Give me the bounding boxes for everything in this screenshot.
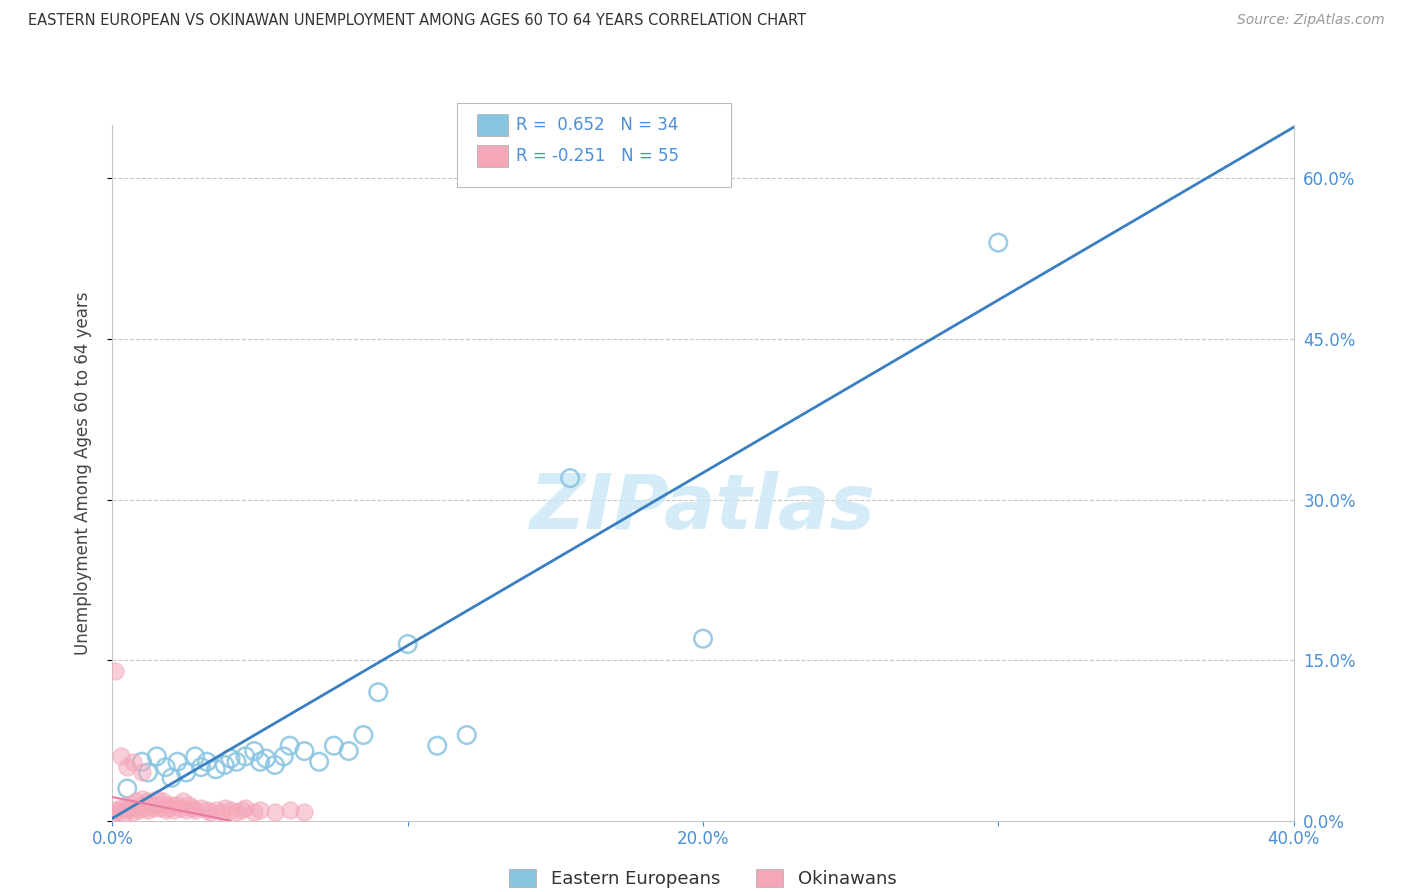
Point <box>337 744 360 758</box>
Point <box>120 801 142 815</box>
Point <box>692 632 714 646</box>
Point <box>987 235 1010 250</box>
Point <box>195 755 218 769</box>
Point <box>152 794 174 808</box>
Point <box>146 797 169 812</box>
Point <box>558 471 582 485</box>
Point <box>157 801 180 815</box>
Y-axis label: Unemployment Among Ages 60 to 64 years: Unemployment Among Ages 60 to 64 years <box>73 291 91 655</box>
Point <box>136 803 159 817</box>
Point <box>128 803 150 817</box>
Point <box>174 803 197 817</box>
Point <box>273 749 295 764</box>
Point <box>367 685 389 699</box>
Text: R =  0.652   N = 34: R = 0.652 N = 34 <box>516 116 678 134</box>
Point <box>264 805 287 819</box>
Point <box>110 801 132 815</box>
Point <box>219 751 242 765</box>
Point <box>254 751 277 765</box>
Point <box>136 794 159 808</box>
Point <box>292 805 315 819</box>
Point <box>231 803 253 817</box>
Point <box>181 801 204 815</box>
Point <box>214 758 236 772</box>
Point <box>211 805 233 819</box>
Point <box>125 801 148 815</box>
Point <box>278 739 301 753</box>
Point <box>214 801 236 815</box>
Point <box>160 797 183 812</box>
Point <box>179 797 201 812</box>
Point <box>142 801 165 815</box>
Point <box>146 792 169 806</box>
Point <box>205 762 228 776</box>
Point <box>163 803 186 817</box>
Legend: Eastern Europeans, Okinawans: Eastern Europeans, Okinawans <box>502 862 904 892</box>
Point <box>396 637 419 651</box>
Text: ZIPatlas: ZIPatlas <box>530 471 876 544</box>
Point <box>225 755 247 769</box>
Point <box>198 805 221 819</box>
Point <box>149 801 172 815</box>
Point <box>243 805 266 819</box>
Text: EASTERN EUROPEAN VS OKINAWAN UNEMPLOYMENT AMONG AGES 60 TO 64 YEARS CORRELATION : EASTERN EUROPEAN VS OKINAWAN UNEMPLOYMEN… <box>28 13 806 29</box>
Point <box>122 755 145 769</box>
Point <box>107 805 129 819</box>
Point <box>456 728 478 742</box>
Point <box>122 805 145 819</box>
Point <box>166 755 188 769</box>
Point <box>166 797 188 812</box>
Point <box>125 794 148 808</box>
Point <box>160 771 183 785</box>
Text: R = -0.251   N = 55: R = -0.251 N = 55 <box>516 147 679 165</box>
Point <box>278 803 301 817</box>
Point <box>174 765 197 780</box>
Point <box>190 801 212 815</box>
Point <box>155 797 177 812</box>
Point <box>292 744 315 758</box>
Point <box>243 744 266 758</box>
Point <box>101 808 124 822</box>
Point <box>233 749 256 764</box>
Point <box>190 760 212 774</box>
Point <box>155 803 177 817</box>
Point <box>169 801 191 815</box>
Point <box>117 760 138 774</box>
Point <box>110 749 132 764</box>
Point <box>308 755 330 769</box>
Point <box>225 805 247 819</box>
Point <box>155 760 177 774</box>
Point <box>117 781 138 796</box>
Point <box>112 807 135 822</box>
Point <box>146 749 169 764</box>
Point <box>104 803 127 817</box>
Point <box>117 797 138 812</box>
Point <box>249 755 271 769</box>
Point <box>131 792 153 806</box>
Point <box>131 765 153 780</box>
Point <box>117 803 138 817</box>
Point <box>134 801 156 815</box>
Point <box>136 765 159 780</box>
Point <box>131 797 153 812</box>
Point <box>233 801 256 815</box>
Point <box>352 728 374 742</box>
Point <box>323 739 346 753</box>
Point <box>426 739 449 753</box>
Point <box>104 664 127 678</box>
Point <box>219 803 242 817</box>
Point <box>184 749 207 764</box>
Text: Source: ZipAtlas.com: Source: ZipAtlas.com <box>1237 13 1385 28</box>
Point <box>131 755 153 769</box>
Point <box>205 803 228 817</box>
Point <box>139 797 162 812</box>
Point <box>264 758 287 772</box>
Point <box>249 803 271 817</box>
Point <box>184 803 207 817</box>
Point <box>172 794 194 808</box>
Point <box>195 803 218 817</box>
